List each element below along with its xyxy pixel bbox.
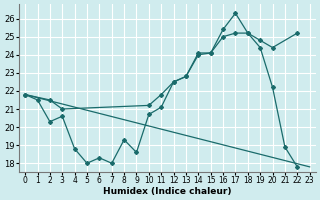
X-axis label: Humidex (Indice chaleur): Humidex (Indice chaleur) xyxy=(103,187,232,196)
